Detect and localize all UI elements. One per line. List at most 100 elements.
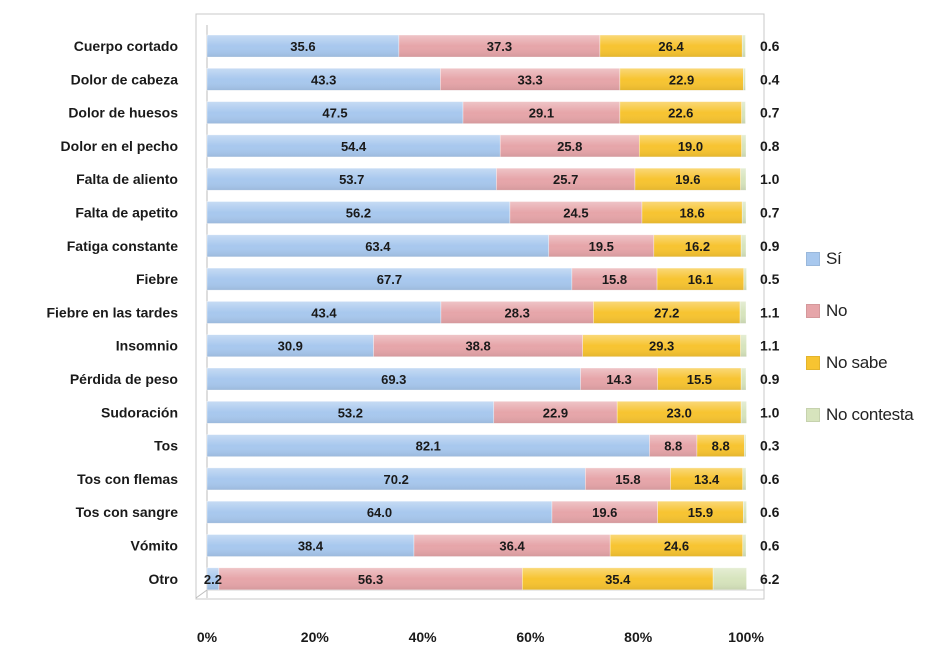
bar-segment-shade	[713, 567, 747, 590]
bar-segment-shade	[207, 534, 414, 557]
category-label: Fiebre	[136, 271, 178, 287]
bar-segment-shade	[463, 101, 620, 124]
bar-value-label: 8.8	[664, 439, 682, 454]
legend-label: No sabe	[826, 353, 888, 372]
bar-segment-shade	[500, 134, 640, 157]
bar-value-label: 67.7	[377, 272, 402, 287]
category-label: Fatiga constante	[67, 238, 178, 254]
bar-value-label: 26.4	[658, 39, 684, 54]
bar-segment-shade	[639, 134, 742, 157]
bar-segment-shade	[207, 401, 494, 424]
bar-segment-shade	[207, 134, 501, 157]
bar-value-label: 16.1	[688, 272, 713, 287]
bar-segment-shade	[496, 168, 635, 191]
category-label: Dolor de huesos	[68, 105, 178, 121]
bar-segment-shade	[571, 268, 658, 291]
bar-value-label: 24.6	[664, 539, 689, 554]
legend-swatch	[806, 356, 820, 370]
category-label: Otro	[148, 571, 178, 587]
no-contesta-value-label: 0.9	[760, 371, 780, 387]
legend: Sí No No sabe No contesta	[806, 246, 948, 454]
bar-segment-shade	[742, 35, 746, 57]
bar-value-label: 56.2	[346, 206, 371, 221]
legend-item: No	[806, 298, 948, 324]
bar-segment-shade	[440, 301, 594, 324]
bar-segment-shade	[657, 368, 742, 390]
category-label: Tos con sangre	[76, 504, 179, 520]
bar-value-label: 22.9	[669, 72, 694, 87]
no-contesta-value-label: 0.6	[760, 538, 780, 554]
bar-value-label: 29.3	[649, 339, 674, 354]
no-contesta-value-label: 0.6	[760, 504, 780, 520]
bar-segment-shade	[207, 567, 219, 590]
bar-segment-shade	[207, 467, 586, 490]
bar-value-label: 8.8	[712, 439, 730, 454]
no-contesta-value-label: 1.0	[760, 404, 780, 420]
category-label: Falta de apetito	[75, 205, 178, 221]
no-contesta-value-label: 0.9	[760, 238, 780, 254]
x-tick-label: 40%	[409, 629, 438, 645]
bar-segment-shade	[493, 401, 618, 424]
category-label: Fiebre en las tardes	[46, 304, 178, 320]
bar-value-label: 15.9	[688, 505, 713, 520]
no-contesta-value-label: 0.4	[760, 71, 780, 87]
bar-segment-shade	[649, 434, 697, 457]
bar-value-label: 13.4	[694, 472, 720, 487]
bar-segment-shade	[440, 68, 620, 91]
legend-swatch	[806, 304, 820, 318]
bar-value-label: 53.2	[338, 405, 363, 420]
bar-value-label: 2.2	[204, 572, 222, 587]
bar-segment-shade	[743, 501, 747, 524]
bar-segment-shade	[373, 334, 583, 357]
no-contesta-value-label: 0.3	[760, 438, 780, 454]
bars-layer	[206, 34, 747, 591]
bar-value-label: 15.5	[687, 372, 712, 387]
bar-segment-shade	[207, 301, 441, 324]
bar-value-label: 56.3	[358, 572, 383, 587]
category-label: Cuerpo cortado	[74, 38, 178, 54]
bar-segment-shade	[207, 68, 441, 91]
bar-value-label: 63.4	[365, 239, 391, 254]
bar-segment-shade	[207, 201, 510, 224]
bar-segment-shade	[413, 534, 611, 557]
bar-segment-shade	[207, 501, 552, 524]
bar-value-label: 25.8	[557, 139, 582, 154]
bar-segment-shade	[619, 68, 744, 91]
bar-segment-shade	[696, 434, 745, 457]
bar-value-label: 37.3	[487, 39, 512, 54]
bar-value-label: 69.3	[381, 372, 406, 387]
bar-segment-shade	[599, 35, 743, 57]
bar-value-label: 25.7	[553, 172, 578, 187]
bar-value-label: 19.0	[678, 139, 703, 154]
bar-value-label: 28.3	[505, 305, 530, 320]
bar-segment-shade	[218, 567, 523, 590]
legend-label: No contesta	[826, 405, 914, 424]
bar-segment-shade	[522, 567, 714, 590]
bar-value-label: 70.2	[384, 472, 409, 487]
category-label: Vómito	[131, 538, 178, 554]
labels-layer: Cuerpo cortado 35.6 37.3 26.4 0.6 Dolor de ca…	[46, 38, 779, 645]
legend-item: No sabe	[806, 350, 948, 376]
bar-value-label: 29.1	[529, 106, 554, 121]
bar-segment-shade	[740, 168, 746, 191]
no-contesta-value-label: 6.2	[760, 571, 780, 587]
bar-segment-shade	[585, 467, 671, 490]
bar-segment-shade	[617, 401, 742, 424]
bar-segment-shade	[744, 434, 746, 457]
bar-segment-shade	[743, 268, 747, 291]
legend-swatch	[806, 408, 820, 422]
category-label: Insomnio	[116, 338, 178, 354]
bar-segment-shade	[741, 234, 746, 257]
category-label: Sudoración	[101, 404, 178, 420]
bar-segment-shade	[741, 401, 747, 424]
bar-segment-shade	[740, 301, 746, 324]
no-contesta-value-label: 0.8	[760, 138, 780, 154]
bar-segment-shade	[398, 35, 600, 57]
bar-value-label: 19.6	[592, 505, 617, 520]
bar-segment-shade	[207, 434, 650, 457]
category-label: Tos con flemas	[77, 471, 178, 487]
bar-segment-shade	[634, 168, 741, 191]
category-label: Pérdida de peso	[70, 371, 178, 387]
bar-segment-shade	[551, 501, 658, 524]
